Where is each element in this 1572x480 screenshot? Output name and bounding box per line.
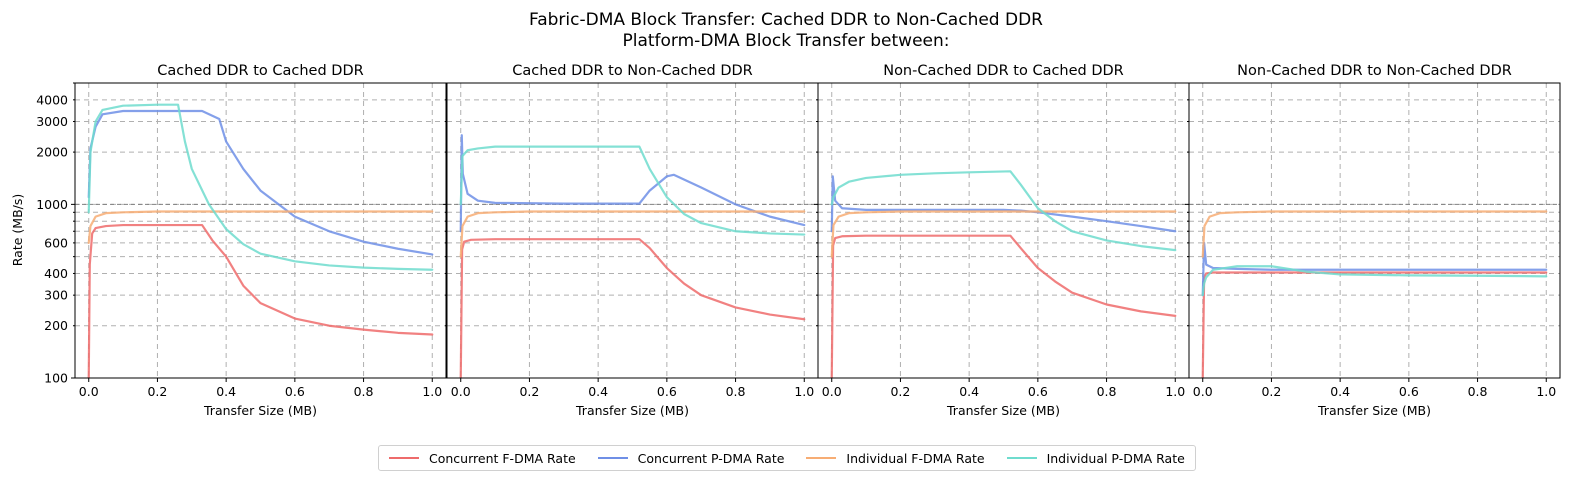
legend-label: Individual F-DMA Rate bbox=[846, 450, 985, 466]
series-group bbox=[87, 103, 434, 378]
series-line-concurrent-p-dma-rate bbox=[1201, 241, 1548, 297]
x-tick-label: 0.8 bbox=[354, 384, 374, 399]
series-line-individual-p-dma-rate bbox=[459, 145, 806, 236]
x-axis-label: Transfer Size (MB) bbox=[575, 403, 689, 418]
y-tick-label: 400 bbox=[44, 266, 68, 281]
y-tick-label: 4000 bbox=[36, 92, 68, 107]
suptitle-line-1: Fabric-DMA Block Transfer: Cached DDR to… bbox=[529, 10, 1043, 30]
series-line-individual-p-dma-rate bbox=[830, 170, 1177, 252]
y-tick-label: 2000 bbox=[36, 145, 68, 160]
x-tick-label: 0.6 bbox=[1399, 384, 1419, 399]
legend-swatch bbox=[1006, 457, 1037, 459]
x-tick-label: 0.6 bbox=[1028, 384, 1048, 399]
y-tick-label: 1000 bbox=[36, 197, 68, 212]
x-tick-label: 0.4 bbox=[959, 384, 979, 399]
legend-label: Concurrent F-DMA Rate bbox=[429, 450, 576, 466]
x-tick-label: 0.6 bbox=[285, 384, 305, 399]
x-tick-label: 1.0 bbox=[422, 384, 442, 399]
x-tick-label: 0.2 bbox=[890, 384, 910, 399]
x-tick-label: 0.8 bbox=[1097, 384, 1117, 399]
y-tick-label: 100 bbox=[44, 371, 68, 386]
legend-label: Concurrent P-DMA Rate bbox=[637, 450, 785, 466]
y-tick-label: 200 bbox=[44, 318, 68, 333]
axes-frame bbox=[74, 82, 447, 379]
x-tick-label: 0.0 bbox=[451, 384, 471, 399]
y-tick-label: 3000 bbox=[36, 114, 68, 129]
x-tick-label: 0.0 bbox=[822, 384, 842, 399]
legend-label: Individual P-DMA Rate bbox=[1046, 450, 1185, 466]
series-group bbox=[830, 170, 1177, 378]
legend-swatch bbox=[597, 457, 628, 459]
subplot-panel-3: 0.0 0.2 0.4 0.6 0.8 1.0 Non-Cached DDR to Cach… bbox=[814, 63, 1190, 418]
x-tick-label: 1.0 bbox=[1536, 384, 1556, 399]
x-tick-label: 0.2 bbox=[1261, 384, 1281, 399]
subplot-title: Cached DDR to Non-Cached DDR bbox=[512, 63, 753, 79]
series-group bbox=[459, 134, 806, 378]
x-tick-label: 0.2 bbox=[147, 384, 167, 399]
x-tick-label: 0.8 bbox=[1468, 384, 1488, 399]
axes-frame bbox=[1188, 82, 1561, 379]
y-tick-label: 300 bbox=[44, 288, 68, 303]
x-tick-label: 1.0 bbox=[794, 384, 814, 399]
legend: Concurrent F-DMA Rate Concurrent P-DMA R… bbox=[378, 445, 1196, 471]
subplot-panels: 0.0 0.2 0.4 0.6 0.8 1.0 100 200 300 400 600 1000 200… bbox=[36, 63, 1561, 418]
x-tick-label: 0.8 bbox=[726, 384, 746, 399]
legend-item-concurrent-pdma: Concurrent P-DMA Rate bbox=[597, 450, 785, 466]
series-line-concurrent-f-dma-rate bbox=[1201, 271, 1548, 378]
series-line-individual-f-dma-rate bbox=[1201, 210, 1548, 258]
series-line-concurrent-f-dma-rate bbox=[459, 238, 806, 378]
x-axis-label: Transfer Size (MB) bbox=[203, 403, 317, 418]
series-line-individual-f-dma-rate bbox=[459, 210, 806, 258]
x-tick-label: 0.2 bbox=[519, 384, 539, 399]
suptitle-line-2: Platform-DMA Block Transfer between: bbox=[622, 31, 949, 51]
series-line-concurrent-p-dma-rate bbox=[830, 175, 1177, 233]
subplot-title: Cached DDR to Cached DDR bbox=[157, 63, 363, 79]
legend-swatch bbox=[389, 457, 419, 459]
y-axis-label: Rate (MB/s) bbox=[10, 194, 25, 266]
axes-frame bbox=[817, 82, 1190, 379]
series-line-individual-f-dma-rate bbox=[830, 210, 1177, 258]
series-line-concurrent-p-dma-rate bbox=[459, 134, 806, 233]
subplot-title: Non-Cached DDR to Cached DDR bbox=[883, 63, 1124, 79]
subplot-panel-2: 0.0 0.2 0.4 0.6 0.8 1.0 Cached DDR to Non-Cach… bbox=[443, 63, 819, 418]
x-tick-label: 0.4 bbox=[588, 384, 608, 399]
x-tick-label: 0.6 bbox=[657, 384, 677, 399]
series-line-individual-f-dma-rate bbox=[87, 210, 434, 244]
x-axis-label: Transfer Size (MB) bbox=[1317, 403, 1431, 418]
legend-swatch bbox=[806, 457, 837, 459]
x-tick-label: 1.0 bbox=[1165, 384, 1185, 399]
axes-frame bbox=[446, 82, 819, 379]
subplot-panel-1: 0.0 0.2 0.4 0.6 0.8 1.0 100 200 300 400 600 1000 200… bbox=[36, 63, 447, 418]
x-tick-label: 0.4 bbox=[1330, 384, 1350, 399]
legend-item-individual-pdma: Individual P-DMA Rate bbox=[1006, 450, 1185, 466]
subplot-panel-4: 0.0 0.2 0.4 0.6 0.8 1.0 Non-Cached DDR to Non-… bbox=[1185, 63, 1561, 418]
series-line-concurrent-p-dma-rate bbox=[87, 109, 434, 256]
legend-item-concurrent-fdma: Concurrent F-DMA Rate bbox=[389, 451, 576, 466]
subplot-title: Non-Cached DDR to Non-Cached DDR bbox=[1237, 63, 1512, 79]
y-tick-label: 600 bbox=[44, 235, 68, 250]
x-tick-label: 0.4 bbox=[216, 384, 236, 399]
series-group bbox=[1201, 210, 1548, 378]
series-line-individual-p-dma-rate bbox=[87, 103, 434, 271]
series-line-individual-p-dma-rate bbox=[1201, 265, 1548, 297]
x-tick-label: 0.0 bbox=[79, 384, 99, 399]
series-line-concurrent-f-dma-rate bbox=[830, 234, 1177, 378]
x-tick-label: 0.0 bbox=[1193, 384, 1213, 399]
legend-item-individual-fdma: Individual F-DMA Rate bbox=[806, 450, 985, 466]
x-axis-label: Transfer Size (MB) bbox=[946, 403, 1060, 418]
series-line-concurrent-f-dma-rate bbox=[87, 223, 434, 378]
